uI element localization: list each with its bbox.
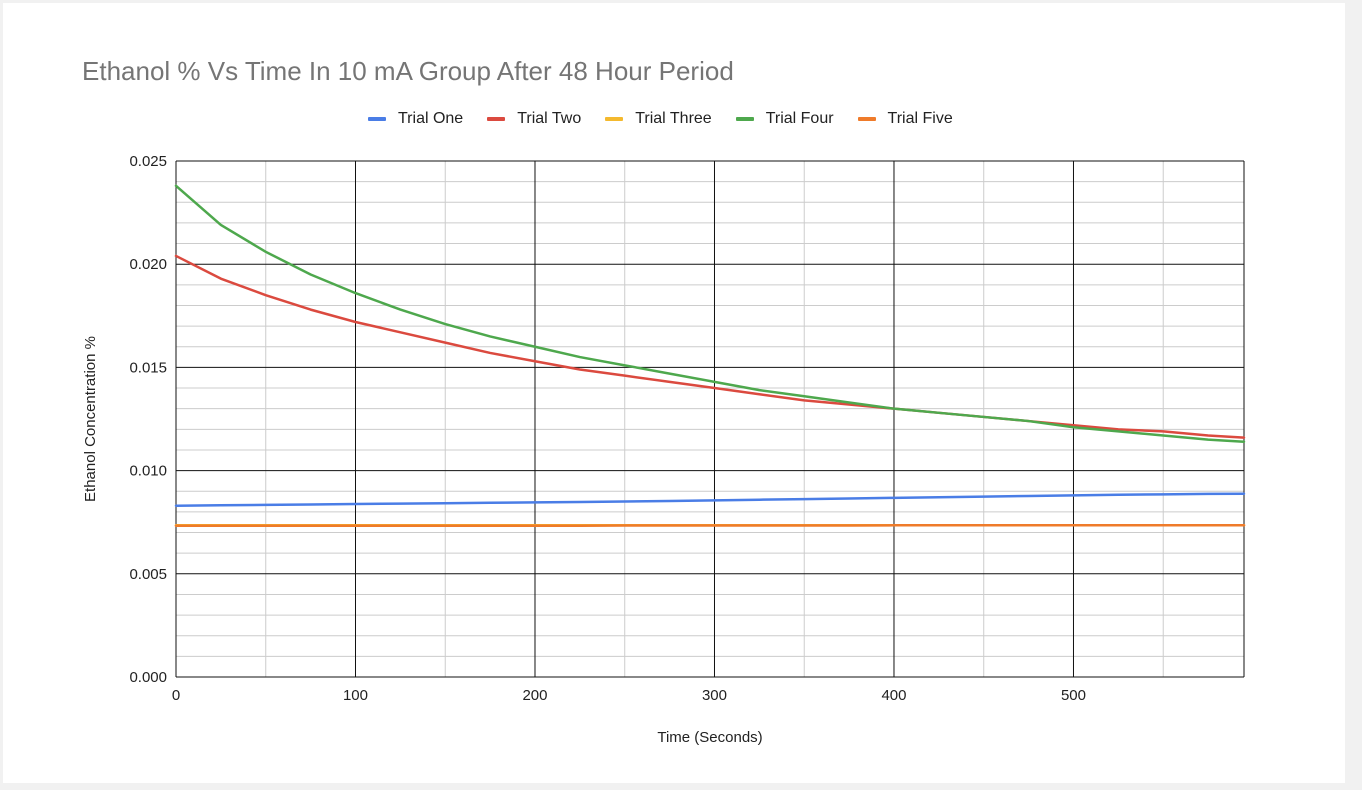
y-tick-label: 0.010 [129,463,167,480]
series-line-trial-four[interactable] [174,184,1246,443]
x-tick-label: 100 [343,687,368,704]
legend-item-trial-one[interactable]: Trial One [368,110,463,128]
legend-swatch-trial-one [368,117,386,121]
legend-item-trial-two[interactable]: Trial Two [487,110,581,128]
legend-item-trial-three[interactable]: Trial Three [605,110,712,128]
x-axis-ticks: 0 100 200 300 400 500 [172,687,1086,704]
x-tick-label: 200 [522,687,547,704]
y-tick-label: 0.025 [129,153,167,170]
legend-label-trial-one: Trial One [398,110,464,127]
legend-label-trial-two: Trial Two [517,110,582,127]
y-tick-label: 0.000 [129,669,167,686]
chart-title: Ethanol % Vs Time In 10 mA Group After 4… [82,56,734,86]
y-axis-ticks: 0.000 0.005 0.010 0.015 0.020 0.025 [129,153,167,686]
major-gridlines [175,160,1245,678]
y-tick-label: 0.005 [129,566,167,583]
minor-gridlines [176,161,1244,677]
legend-swatch-trial-three [605,117,624,121]
legend-label-trial-five: Trial Five [887,110,953,127]
y-tick-label: 0.020 [129,256,167,273]
x-tick-label: 500 [1061,687,1086,704]
series-lines [174,184,1246,527]
chart-legend: Trial One Trial Two Trial Three Trial Fo… [368,110,977,128]
y-axis-title: Ethanol Concentration % [82,336,99,502]
legend-item-trial-five[interactable]: Trial Five [857,110,953,128]
legend-swatch-trial-four [735,117,754,121]
chart-card [3,3,1345,783]
legend-swatch-trial-two [487,117,506,121]
legend-label-trial-three: Trial Three [635,110,712,127]
x-tick-label: 0 [172,687,180,704]
legend-label-trial-four: Trial Four [765,110,834,127]
x-axis-title: Time (Seconds) [657,729,762,746]
x-tick-label: 300 [702,687,727,704]
series-line-trial-two[interactable] [174,254,1246,439]
x-tick-label: 400 [881,687,906,704]
legend-item-trial-four[interactable]: Trial Four [735,110,834,128]
legend-swatch-trial-five [857,117,876,121]
y-tick-label: 0.015 [129,359,167,376]
series-line-trial-one[interactable] [174,492,1246,507]
